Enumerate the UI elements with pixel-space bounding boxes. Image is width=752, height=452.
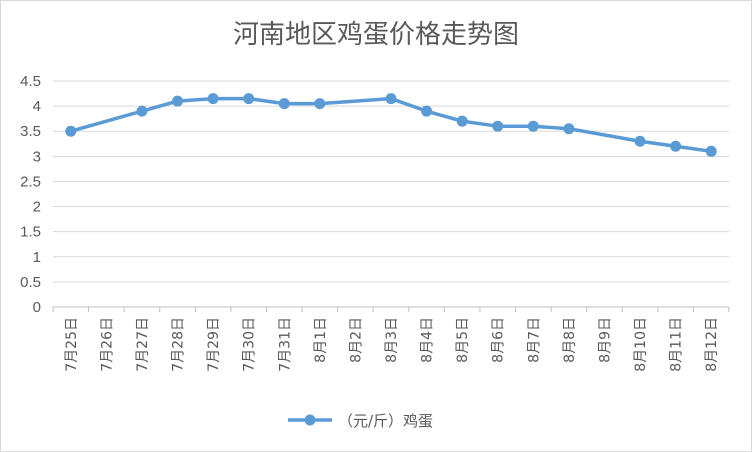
legend-entry: （元/斤）鸡蛋 <box>338 412 433 430</box>
y-tick-label: 0 <box>33 299 41 316</box>
x-tick-label: 7月26日 <box>99 317 115 372</box>
x-tick-label: 8月6日 <box>491 317 507 363</box>
x-tick-label: 8月7日 <box>526 317 542 363</box>
data-point <box>492 120 504 132</box>
x-tick-label: 8月9日 <box>597 317 613 363</box>
data-point <box>563 123 575 135</box>
x-tick-label: 7月29日 <box>206 317 222 372</box>
legend: （元/斤）鸡蛋 <box>288 412 433 430</box>
y-tick-label: 2.5 <box>20 173 41 190</box>
x-axis-ticks: 7月25日 7月26日 7月27日 7月28日 7月29日 7月30日 7月31日 8月1日 8… <box>64 317 720 372</box>
x-tick-label: 8月12日 <box>704 317 720 372</box>
x-tick-label: 7月30日 <box>242 317 258 372</box>
y-tick-label: 0.5 <box>20 274 41 291</box>
x-tick-label: 8月4日 <box>420 317 436 363</box>
series <box>65 93 717 157</box>
x-tick-label: 8月11日 <box>669 317 685 372</box>
data-point <box>456 115 468 127</box>
y-tick-label: 4 <box>33 98 41 115</box>
x-tick-label: 7月27日 <box>135 317 151 372</box>
y-tick-label: 1.5 <box>20 224 41 241</box>
series-line <box>70 96 712 154</box>
y-axis-ticks: 0 0.5 1 1.5 2 2.5 3 3.5 4 4.5 <box>20 73 41 316</box>
data-point <box>670 140 682 152</box>
data-point <box>136 105 148 117</box>
x-tick-label: 8月3日 <box>384 317 400 363</box>
data-point <box>172 95 184 107</box>
y-tick-label: 2 <box>33 199 41 216</box>
x-tick-label: 7月28日 <box>171 317 187 372</box>
legend-point-marker <box>304 414 316 426</box>
data-point <box>385 93 397 105</box>
x-tick-label: 8月1日 <box>313 317 329 363</box>
x-tick-label: 8月5日 <box>455 317 471 363</box>
x-tick-label: 8月2日 <box>348 317 364 363</box>
gridlines <box>53 80 729 283</box>
x-tick-label: 7月25日 <box>64 317 80 372</box>
data-point <box>634 135 646 147</box>
data-point <box>314 98 326 110</box>
x-tick-label: 7月31日 <box>277 317 293 372</box>
data-point <box>65 125 77 137</box>
data-point <box>527 120 539 132</box>
y-tick-label: 1 <box>33 249 41 266</box>
data-point <box>243 93 255 105</box>
data-point <box>421 105 433 117</box>
data-point <box>207 93 219 105</box>
y-tick-label: 4.5 <box>20 73 41 90</box>
x-tick-label: 8月10日 <box>633 317 649 372</box>
y-tick-label: 3 <box>33 148 41 165</box>
x-tick-label: 8月8日 <box>562 317 578 363</box>
chart-title: 河南地区鸡蛋价格走势图 <box>233 20 519 50</box>
data-point <box>278 98 290 110</box>
y-tick-label: 3.5 <box>20 123 41 140</box>
axes <box>52 306 730 312</box>
data-point <box>705 145 717 157</box>
